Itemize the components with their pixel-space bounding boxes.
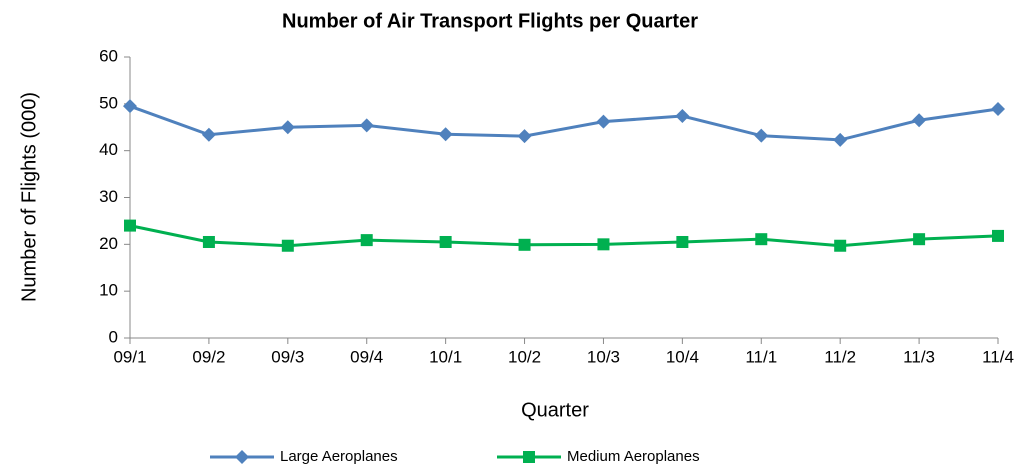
x-tick-label: 11/2 <box>824 347 856 366</box>
x-tick-label: 10/1 <box>429 347 462 366</box>
x-tick-label: 10/3 <box>587 347 620 366</box>
data-point <box>676 235 689 248</box>
data-point <box>359 118 374 133</box>
legend-label: Large Aeroplanes <box>280 448 398 465</box>
y-tick-label: 40 <box>99 140 118 159</box>
x-tick-label: 09/3 <box>271 347 304 366</box>
data-point <box>438 127 453 142</box>
y-tick-label: 50 <box>99 93 118 112</box>
data-point <box>281 239 294 252</box>
data-point <box>202 235 215 248</box>
x-tick-label: 11/3 <box>903 347 935 366</box>
data-point <box>675 109 690 124</box>
series-line <box>129 224 999 248</box>
data-point <box>201 127 216 142</box>
x-tick-label: 09/4 <box>350 347 383 366</box>
data-point <box>280 120 295 135</box>
data-point <box>991 101 1005 116</box>
data-point <box>834 239 847 252</box>
y-tick-label: 0 <box>109 327 118 346</box>
series-line <box>129 104 999 142</box>
legend-marker <box>235 450 249 464</box>
x-tick-label: 09/2 <box>192 347 225 366</box>
x-axis-title: Quarter <box>521 399 589 421</box>
data-point <box>360 234 373 247</box>
x-tick-label: 09/1 <box>113 347 146 366</box>
y-tick-label: 60 <box>99 46 118 65</box>
x-tick-label: 10/4 <box>666 347 699 366</box>
chart-title: Number of Air Transport Flights per Quar… <box>282 10 698 32</box>
data-point <box>754 128 769 143</box>
x-tick-label: 11/4 <box>982 347 1014 366</box>
data-point <box>833 132 848 147</box>
data-point <box>123 99 137 114</box>
data-point <box>517 129 532 144</box>
y-tick-label: 10 <box>99 281 118 300</box>
data-point <box>992 229 1004 242</box>
data-point <box>124 219 136 232</box>
y-tick-label: 30 <box>99 187 118 206</box>
y-tick-label: 20 <box>99 234 118 253</box>
data-point <box>912 113 927 128</box>
data-point <box>755 233 768 246</box>
data-point <box>439 235 452 248</box>
data-point <box>913 233 926 246</box>
data-point <box>596 114 611 129</box>
x-tick-label: 10/2 <box>508 347 541 366</box>
legend-marker <box>523 451 535 463</box>
x-tick-label: 11/1 <box>745 347 777 366</box>
legend-label: Medium Aeroplanes <box>567 448 700 465</box>
y-axis-title: Number of Flights (000) <box>18 92 40 302</box>
data-point <box>597 238 610 251</box>
data-point <box>518 238 531 251</box>
